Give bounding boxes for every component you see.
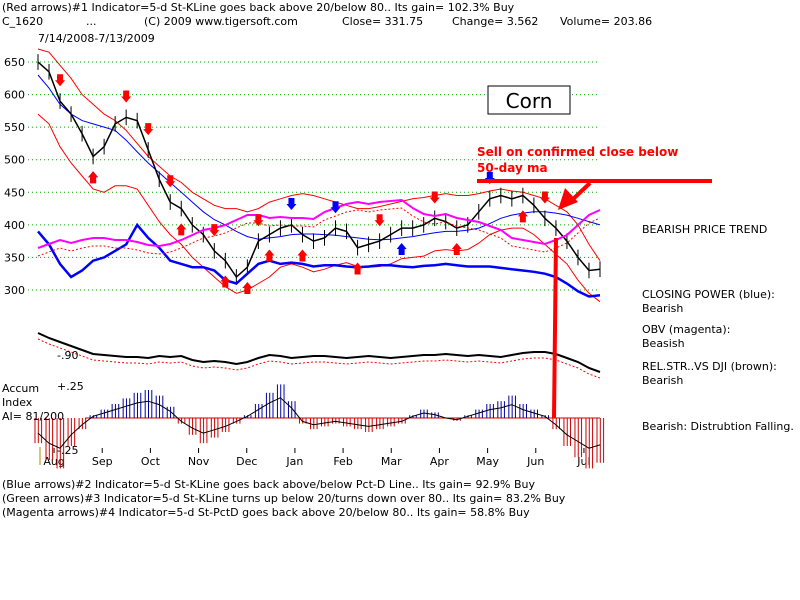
relstr-ma-line — [37, 338, 601, 379]
accum-tick-top: +.25 — [57, 380, 84, 393]
corn-title-box — [487, 85, 571, 115]
lower-band-line — [37, 113, 601, 303]
accum-title-1: Accum — [2, 382, 39, 395]
month-label: May — [476, 455, 499, 468]
sell-arrow-icon — [374, 214, 385, 227]
y-tick-label: 400 — [4, 219, 25, 232]
ma50-line — [37, 74, 601, 241]
header-dots: ... — [86, 15, 97, 28]
sell-arrow-icon — [165, 175, 176, 188]
signal-arrows — [55, 74, 550, 295]
y-tick-label: 550 — [4, 121, 25, 134]
sell-arrow-icon — [539, 191, 550, 204]
sell-arrow-icon — [330, 201, 341, 214]
footer-line3: (Magenta arrows)#4 Indicator=5-d St-PctD… — [2, 506, 530, 519]
y-tick-label: 650 — [4, 56, 25, 69]
sell-arrow-head — [558, 188, 578, 210]
price-line — [37, 61, 601, 279]
header-volume: Volume= 203.86 — [560, 15, 652, 28]
month-label: Nov — [188, 455, 210, 468]
header-change: Change= 3.562 — [452, 15, 538, 28]
buy-arrow-icon — [242, 282, 253, 295]
sell-arrow-icon — [429, 191, 440, 204]
y-tick-label: 450 — [4, 186, 25, 199]
corn-title: Corn — [506, 89, 553, 113]
relstr-tick: -.90 — [57, 349, 78, 362]
y-tick-label: 300 — [4, 284, 25, 297]
accum-tick-bottom: -.25 — [57, 444, 78, 457]
buy-arrow-icon — [176, 223, 187, 236]
header-symbol: C_1620 — [2, 15, 43, 28]
month-label: Aug — [43, 455, 64, 468]
closing-power-value: Bearish — [642, 302, 683, 315]
sell-arrow-icon — [55, 74, 66, 87]
month-label: Mar — [381, 455, 402, 468]
header-line1: (Red arrows)#1 Indicator=5-d St-KLine go… — [2, 1, 515, 14]
footer-line2: (Green arrows)#3 Indicator=5-d St-KLine … — [2, 492, 566, 505]
buy-arrow-icon — [264, 249, 275, 262]
header-daterange: 7/14/2008-7/13/2009 — [38, 32, 155, 45]
month-label: Dec — [236, 455, 257, 468]
obv-ma-line — [37, 207, 601, 257]
bearish-trend-label: BEARISH PRICE TREND — [642, 223, 767, 236]
month-axis: Aug Sep Oct Nov Dec Jan Feb Mar Apr May Jun Jul — [43, 448, 591, 468]
month-label: Feb — [333, 455, 352, 468]
price-axis: 300 350 400 450 500 550 600 650 — [4, 56, 25, 297]
accum-title-2: Index — [2, 396, 33, 409]
buy-arrow-icon — [517, 210, 528, 223]
closing-power-line — [37, 222, 601, 298]
sell-note-line1: Sell on confirmed close below — [477, 145, 678, 159]
sell-arrow-icon — [286, 198, 297, 211]
relstr-label: REL.STR..VS DJI (brown): — [642, 360, 777, 373]
buy-arrow-icon — [396, 242, 407, 255]
sell-note-line2: 50-day ma — [477, 161, 548, 175]
y-tick-label: 500 — [4, 154, 25, 167]
sell-vertical-line — [552, 237, 558, 419]
obv-value: Beasish — [642, 337, 685, 350]
accum-ai: AI= 81/200 — [2, 410, 64, 423]
accum-ma-line — [37, 397, 601, 449]
sell-arrow-icon — [121, 90, 132, 103]
buy-arrow-icon — [297, 249, 308, 262]
month-label: Jul — [576, 455, 590, 468]
buy-arrow-icon — [88, 171, 99, 184]
month-label: Apr — [430, 455, 450, 468]
buy-arrow-icon — [352, 262, 363, 275]
y-tick-label: 600 — [4, 89, 25, 102]
accum-status: Bearish: Distrubtion Falling. — [642, 420, 794, 433]
upper-band-line — [37, 48, 601, 261]
buy-arrow-icon — [220, 275, 231, 288]
obv-label: OBV (magenta): — [642, 323, 730, 336]
footer-line1: (Blue arrows)#2 Indicator=5-d St-KLine g… — [2, 478, 535, 491]
closing-power-label: CLOSING POWER (blue): — [642, 288, 775, 301]
header-close: Close= 331.75 — [342, 15, 423, 28]
header-copyright: (C) 2009 www.tigersoft.com — [144, 15, 298, 28]
month-label: Oct — [141, 455, 161, 468]
obv-line — [37, 198, 601, 249]
month-label: Sep — [92, 455, 113, 468]
sell-arrow-icon — [143, 123, 154, 136]
relstr-line — [37, 332, 601, 373]
sell-arrow-icon — [209, 224, 220, 237]
relstr-value: Bearish — [642, 374, 683, 387]
y-tick-label: 350 — [4, 251, 25, 264]
buy-arrow-icon — [451, 242, 462, 255]
month-label: Jun — [526, 455, 544, 468]
month-label: Jan — [285, 455, 303, 468]
sell-arrow-icon — [253, 214, 264, 227]
accum-bars — [34, 384, 605, 469]
